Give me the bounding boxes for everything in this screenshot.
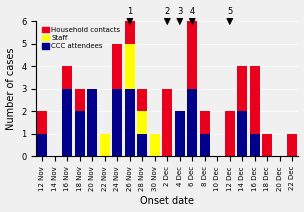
X-axis label: Onset date: Onset date xyxy=(140,197,194,206)
Bar xyxy=(75,89,85,111)
Bar xyxy=(75,111,85,156)
Legend: Household contacts, Staff, CCC attendees: Household contacts, Staff, CCC attendees xyxy=(40,25,123,51)
Y-axis label: Number of cases: Number of cases xyxy=(5,47,16,130)
Bar xyxy=(200,134,210,156)
Text: 5: 5 xyxy=(227,7,232,16)
Bar xyxy=(237,66,247,111)
Bar xyxy=(137,111,147,134)
Text: 1: 1 xyxy=(127,7,133,16)
Bar xyxy=(100,134,110,156)
Text: 3: 3 xyxy=(177,7,182,16)
Bar xyxy=(88,89,97,156)
Text: 2: 2 xyxy=(165,7,170,16)
Bar xyxy=(225,111,235,156)
Bar xyxy=(187,89,197,156)
Bar xyxy=(137,89,147,111)
Text: 4: 4 xyxy=(190,7,195,16)
Bar xyxy=(287,134,297,156)
Bar xyxy=(175,111,185,156)
Bar xyxy=(187,0,197,89)
Bar xyxy=(125,44,135,89)
Bar xyxy=(237,111,247,156)
Bar xyxy=(162,89,172,156)
Bar xyxy=(125,89,135,156)
Bar xyxy=(200,111,210,134)
Bar xyxy=(62,66,72,89)
Bar xyxy=(137,134,147,156)
Bar xyxy=(37,134,47,156)
Bar xyxy=(37,111,47,134)
Bar xyxy=(262,134,272,156)
Bar xyxy=(112,44,123,89)
Bar xyxy=(112,89,123,156)
Bar xyxy=(150,134,160,156)
Bar xyxy=(250,66,260,134)
Bar xyxy=(125,0,135,44)
Bar xyxy=(62,89,72,156)
Bar xyxy=(250,134,260,156)
